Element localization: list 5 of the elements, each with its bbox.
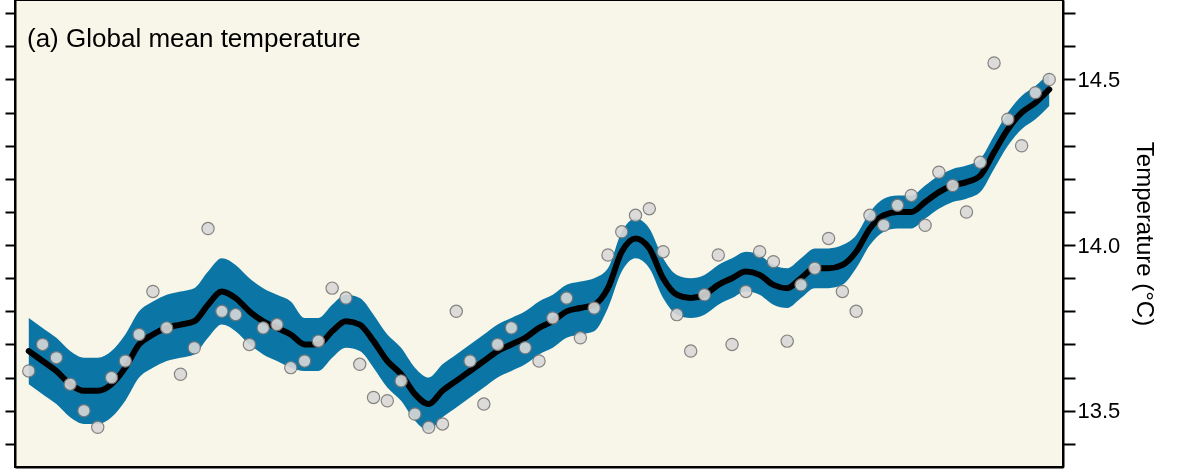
y-axis-title: Temperature (°C)	[1132, 141, 1160, 327]
text: (a) Global mean temperature	[27, 23, 361, 53]
y-tick-label: 13.5	[1077, 398, 1121, 424]
y-tick-label: 14.5	[1077, 66, 1121, 92]
y-tick-label: 14.0	[1077, 232, 1121, 258]
